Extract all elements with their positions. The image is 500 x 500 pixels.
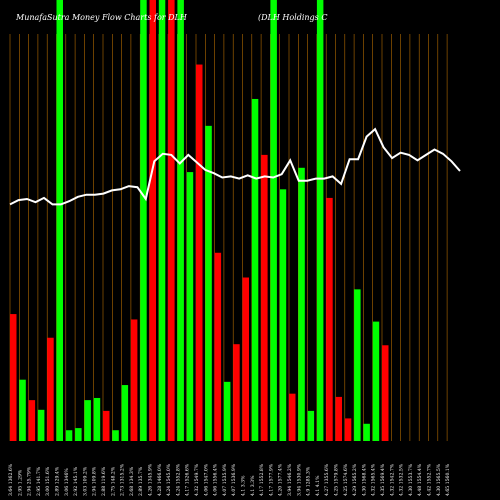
bar-36 xyxy=(344,418,352,441)
bar-30 xyxy=(289,393,296,441)
x-tick-label: 4.1 3.3% xyxy=(241,475,247,496)
x-tick-label: 4.65 1560.1% xyxy=(445,463,451,496)
x-tick-label: 4.32 1565.4% xyxy=(371,463,377,496)
x-tick-label: 2.89 135.7% xyxy=(138,466,144,496)
bar-28 xyxy=(270,0,277,441)
bar-10 xyxy=(103,410,110,441)
bar-8 xyxy=(84,400,91,441)
bar-27 xyxy=(261,154,268,441)
chart-title-left: MunafaSutra Money Flow Charts for DLH xyxy=(15,13,188,22)
x-tick-label: 2.94 109.8% xyxy=(92,466,98,496)
money-flow-line xyxy=(9,127,461,206)
x-tick-label: 4.30 1565.5% xyxy=(436,463,442,496)
x-tick-label: 4.32 1532.5% xyxy=(399,463,405,496)
bar-39 xyxy=(372,321,380,441)
x-tick-label: 4.32 1542.7% xyxy=(389,463,395,496)
x-tick-label: 4.06 1547.0% xyxy=(203,463,209,496)
bar-25 xyxy=(242,277,249,441)
x-tick-label: 4.30 1568.4% xyxy=(361,463,367,496)
x-tick-label: 4.20 1577.4% xyxy=(278,463,284,496)
bar-31 xyxy=(298,167,305,442)
bar-0 xyxy=(10,314,17,441)
bar-15 xyxy=(149,0,156,441)
bar-20 xyxy=(196,64,203,441)
bar-14 xyxy=(140,0,147,441)
bar-29 xyxy=(279,189,287,441)
bar-37 xyxy=(354,289,361,441)
bar-22 xyxy=(214,252,222,441)
x-tick-label: 4.42 1552.7% xyxy=(427,463,433,496)
x-tick-label: 4.29 1565.2% xyxy=(352,463,358,496)
x-tick-label: 3.03 109.2% xyxy=(82,466,88,496)
bar-2 xyxy=(28,400,36,441)
bar-17 xyxy=(168,0,175,441)
x-tick-label: 2.88 119.6% xyxy=(101,466,107,496)
x-tick-label: 4.24 1545.0% xyxy=(166,463,172,496)
bar-32 xyxy=(307,410,315,441)
x-tick-label: 2.94 25.79% xyxy=(27,466,33,496)
x-tick-labels: 3.64 1362.6% 2.95 1.29% 2.94 25.79% 2.95 14… xyxy=(8,463,451,496)
x-tick-label: 2.73 1315.2% xyxy=(120,463,126,496)
x-tick-label: 4.28 1466.0% xyxy=(157,463,163,496)
x-tick-label: 4.24 1552.8% xyxy=(175,463,181,496)
bar-23 xyxy=(223,381,231,441)
bar-7 xyxy=(75,428,82,441)
x-tick-label: 4.9 1285.3% xyxy=(306,466,312,496)
x-tick-label: 4.32 1549.7% xyxy=(194,463,200,496)
x-tick-label: 4.30 1553.7% xyxy=(408,463,414,496)
bar-series xyxy=(10,0,389,442)
x-tick-label: 4.27 1355.6% xyxy=(324,463,330,496)
x-tick-label: 2.95 141.7% xyxy=(36,466,42,496)
x-tick-label: 3.94 1546.2% xyxy=(287,463,293,496)
bar-33 xyxy=(316,0,324,441)
x-tick-label: 4.17 1552.8% xyxy=(259,463,265,496)
x-tick-label: 2.68 134.3% xyxy=(129,466,135,496)
x-tick-label: 3.00 151.6% xyxy=(45,466,51,496)
bar-24 xyxy=(233,344,240,441)
x-tick-label: 4.17 1577.9% xyxy=(268,463,274,496)
bar-5 xyxy=(56,0,63,441)
x-tick-label: 2.75 148.2% xyxy=(110,466,116,496)
bar-38 xyxy=(363,423,370,441)
bar-19 xyxy=(186,172,194,441)
bar-9 xyxy=(93,397,101,441)
bar-11 xyxy=(112,430,119,441)
bar-40 xyxy=(382,345,389,441)
bar-1 xyxy=(19,379,26,441)
x-tick-label: 4.25 1579.8% xyxy=(334,463,340,496)
bar-34 xyxy=(326,197,333,441)
x-tick-label: 4.35 1569.4% xyxy=(380,463,386,496)
x-tick-label: 2.89 129.4% xyxy=(55,466,61,496)
bar-35 xyxy=(335,396,342,441)
grid-lines xyxy=(9,34,448,441)
bar-13 xyxy=(130,319,138,441)
chart-title-right: (DLH Holdings C xyxy=(258,13,327,22)
x-tick-label: 4.1 3.3% xyxy=(250,475,256,496)
x-tick-label: 2.92 145.1% xyxy=(73,466,79,496)
x-tick-label: 4.48 1554.4% xyxy=(417,463,423,496)
bar-26 xyxy=(251,98,259,441)
x-tick-label: 4.1 4.1% xyxy=(315,475,321,496)
bar-21 xyxy=(205,125,212,441)
bar-12 xyxy=(121,385,129,441)
x-tick-label: 4.25 1574.6% xyxy=(343,463,349,496)
x-tick-label: 4.26 1345.9% xyxy=(148,463,154,496)
bar-18 xyxy=(177,0,184,441)
bar-6 xyxy=(65,430,73,441)
x-tick-label: 4.17 1526.6% xyxy=(185,463,191,496)
bar-3 xyxy=(37,409,45,441)
x-tick-label: 3.06 1346% xyxy=(64,468,70,496)
x-tick-label: 3.64 1362.6% xyxy=(8,463,14,496)
x-tick-label: 3.94 1530.9% xyxy=(296,463,302,496)
bar-4 xyxy=(47,337,54,441)
x-tick-label: 4.07 1536.9% xyxy=(231,463,237,496)
x-tick-label: 4.06 1556.4% xyxy=(213,463,219,496)
x-tick-label: 2.95 1.29% xyxy=(17,469,23,496)
bar-16 xyxy=(158,0,166,441)
x-tick-label: 4.07 1535.9% xyxy=(222,463,228,496)
